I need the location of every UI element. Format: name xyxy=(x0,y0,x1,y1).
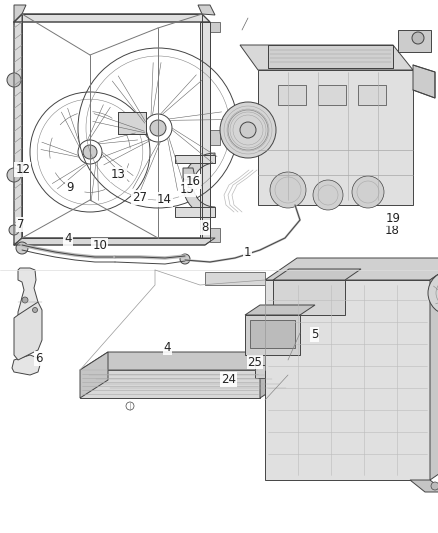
Polygon shape xyxy=(255,365,275,378)
Text: 18: 18 xyxy=(385,223,399,237)
Polygon shape xyxy=(14,238,215,245)
Polygon shape xyxy=(175,207,215,217)
Circle shape xyxy=(7,73,21,87)
Text: 13: 13 xyxy=(111,168,126,181)
Text: 16: 16 xyxy=(185,175,200,188)
Polygon shape xyxy=(318,85,346,105)
Polygon shape xyxy=(273,269,361,280)
Polygon shape xyxy=(258,70,413,205)
Circle shape xyxy=(83,145,97,159)
Polygon shape xyxy=(210,130,220,145)
Polygon shape xyxy=(265,280,430,480)
Polygon shape xyxy=(200,22,210,238)
Polygon shape xyxy=(430,258,438,480)
Polygon shape xyxy=(268,45,393,68)
Polygon shape xyxy=(265,258,438,280)
Polygon shape xyxy=(80,352,288,370)
Polygon shape xyxy=(80,370,260,398)
Polygon shape xyxy=(80,352,108,398)
Text: 27: 27 xyxy=(132,191,147,204)
Polygon shape xyxy=(273,280,345,315)
Circle shape xyxy=(431,482,438,490)
Text: 15: 15 xyxy=(180,183,195,196)
Polygon shape xyxy=(398,30,431,52)
Polygon shape xyxy=(210,228,220,242)
Text: 9: 9 xyxy=(66,181,74,194)
Circle shape xyxy=(32,308,38,312)
Text: 10: 10 xyxy=(92,239,107,252)
Polygon shape xyxy=(278,85,306,105)
Circle shape xyxy=(150,120,166,136)
Text: 25: 25 xyxy=(247,356,262,368)
Circle shape xyxy=(270,172,306,208)
Polygon shape xyxy=(175,155,215,163)
Circle shape xyxy=(16,242,28,254)
Text: 12: 12 xyxy=(15,163,30,176)
Circle shape xyxy=(240,122,256,138)
Polygon shape xyxy=(260,352,288,398)
Circle shape xyxy=(7,168,21,182)
Text: 19: 19 xyxy=(386,212,401,225)
Polygon shape xyxy=(14,5,26,22)
Text: 4: 4 xyxy=(64,232,72,245)
Bar xyxy=(250,320,295,348)
Circle shape xyxy=(313,180,343,210)
Polygon shape xyxy=(12,355,40,375)
Text: 5: 5 xyxy=(311,328,318,341)
Polygon shape xyxy=(18,268,38,315)
Polygon shape xyxy=(245,315,300,355)
Polygon shape xyxy=(198,5,215,15)
Text: 1: 1 xyxy=(244,246,251,259)
Polygon shape xyxy=(14,302,42,360)
Text: 8: 8 xyxy=(201,221,208,234)
Polygon shape xyxy=(183,153,215,217)
Polygon shape xyxy=(205,272,265,285)
Circle shape xyxy=(180,254,190,264)
Polygon shape xyxy=(210,22,220,32)
Circle shape xyxy=(352,176,384,208)
Polygon shape xyxy=(14,14,210,22)
Text: 4: 4 xyxy=(163,341,171,354)
Polygon shape xyxy=(410,480,438,492)
Text: 7: 7 xyxy=(17,218,25,231)
Polygon shape xyxy=(240,45,413,70)
Polygon shape xyxy=(413,65,435,98)
Text: 24: 24 xyxy=(221,373,236,386)
Polygon shape xyxy=(183,168,195,180)
Polygon shape xyxy=(245,305,315,315)
Polygon shape xyxy=(358,85,386,105)
Bar xyxy=(118,112,146,134)
Polygon shape xyxy=(14,14,22,245)
Circle shape xyxy=(428,271,438,315)
Text: 14: 14 xyxy=(157,193,172,206)
Text: 6: 6 xyxy=(35,352,42,365)
Circle shape xyxy=(22,297,28,303)
Circle shape xyxy=(9,225,19,235)
Circle shape xyxy=(412,32,424,44)
Circle shape xyxy=(220,102,276,158)
